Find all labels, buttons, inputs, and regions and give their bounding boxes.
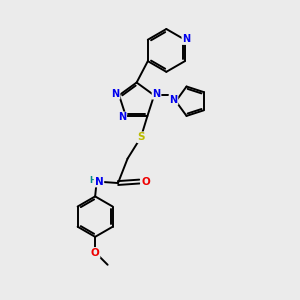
Text: N: N [94,177,103,187]
Text: N: N [169,95,178,105]
Text: N: N [118,112,126,122]
Text: O: O [91,248,100,258]
Text: S: S [137,132,145,142]
Text: N: N [182,34,190,44]
Text: N: N [112,89,120,99]
Text: N: N [152,89,160,99]
Text: H: H [90,176,97,185]
Text: O: O [141,177,150,187]
